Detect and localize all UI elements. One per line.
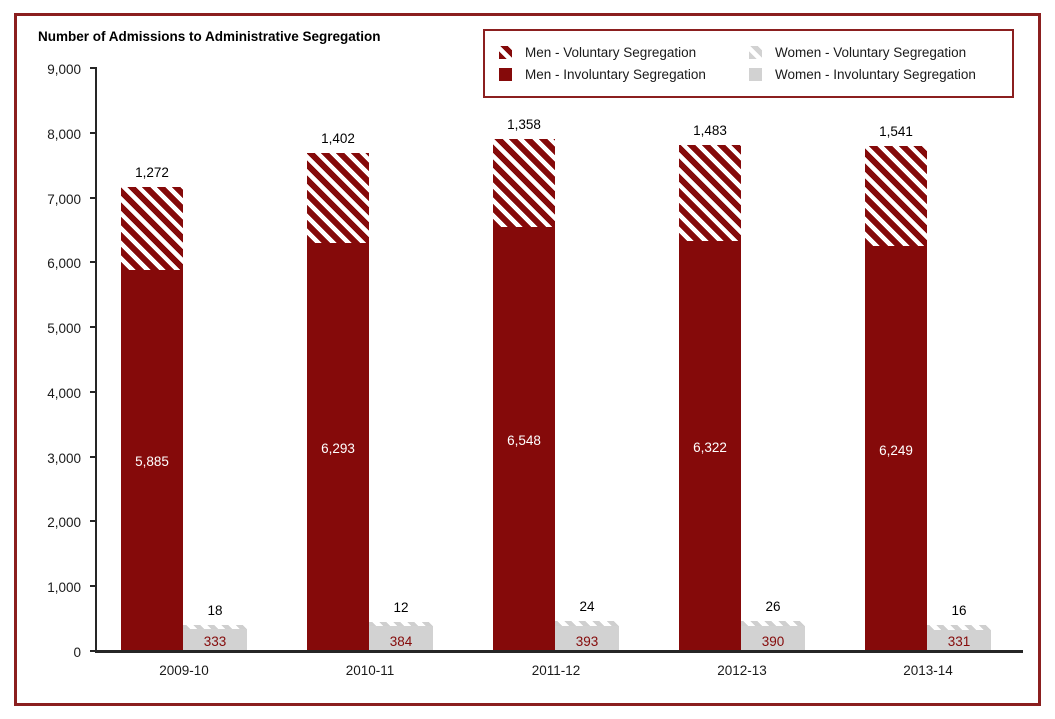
men-involuntary-value-label: 6,293 [321,441,355,457]
x-category-label: 2010-11 [345,663,395,678]
women-voluntary-value-label: 18 [207,602,223,618]
y-tick-label: 4,000 [47,385,81,401]
y-tick-label: 9,000 [47,62,81,77]
women-voluntary-value-label: 16 [951,603,967,619]
women-involuntary-value-label: 393 [575,634,599,649]
y-tick-mark [90,67,97,69]
chart-title: Number of Admissions to Administrative S… [38,29,381,44]
men-involuntary-bar [307,243,369,651]
y-tick-label: 1,000 [47,580,81,596]
men-involuntary-bar [679,241,741,651]
x-category-label: 2013-14 [903,663,953,678]
y-tick-mark [90,326,97,329]
x-category-label: 2012-13 [717,663,767,678]
y-tick-label: 6,000 [47,256,81,272]
women-voluntary-value-label: 26 [765,599,781,615]
men-voluntary-bar [865,146,927,247]
y-tick-mark [90,455,97,458]
men-involuntary-bar [865,246,927,651]
legend-label-women-voluntary: Women - Voluntary Segregation [775,45,967,60]
y-tick-label: 8,000 [47,126,81,142]
men-voluntary-swatch-icon [499,46,512,59]
men-involuntary-bar [493,226,555,651]
men-voluntary-value-label: 1,402 [321,130,355,146]
women-involuntary-value-label: 331 [947,634,971,649]
women-voluntary-swatch-icon [749,46,762,59]
women-involuntary-bar [369,626,433,651]
y-tick-mark [90,390,97,393]
women-voluntary-bar [555,621,619,626]
y-tick-mark [90,520,97,523]
men-involuntary-swatch-icon [499,68,512,81]
men-voluntary-bar [493,138,555,227]
men-involuntary-value-label: 6,249 [879,442,913,458]
x-category-label: 2009-10 [159,663,209,678]
y-tick-label: 2,000 [47,515,81,531]
women-voluntary-bar [927,625,991,630]
x-category-label: 2011-12 [531,663,581,678]
men-voluntary-bar [121,187,183,270]
men-voluntary-value-label: 1,483 [693,123,727,139]
legend-label-men-involuntary: Men - Involuntary Segregation [525,67,706,82]
y-axis: 0 1,000 2,000 3,000 4,000 5,000 6,000 7,000 8,00… [14,62,97,660]
legend: Men - Voluntary Segregation Women - Volu… [483,29,1014,98]
y-tick-label: 5,000 [47,321,81,337]
legend-item-men-involuntary: Men - Involuntary Segregation [499,67,749,82]
legend-item-women-involuntary: Women - Involuntary Segregation [749,67,1012,82]
women-voluntary-value-label: 12 [393,599,409,615]
women-voluntary-bar [741,621,805,626]
men-involuntary-bar [121,269,183,651]
women-voluntary-bar [369,621,433,627]
women-involuntary-bar [927,629,991,651]
women-involuntary-swatch-icon [749,68,762,81]
women-voluntary-bar [183,624,247,630]
y-tick-label: 3,000 [47,450,81,466]
x-axis: 2009-10 2010-11 2011-12 2012-13 2013-14 [97,663,1020,687]
men-involuntary-value-label: 6,548 [507,432,541,448]
y-tick-mark [90,131,97,134]
women-voluntary-value-label: 24 [579,599,595,615]
women-involuntary-value-label: 333 [203,634,227,649]
legend-label-women-involuntary: Women - Involuntary Segregation [775,67,976,82]
men-involuntary-value-label: 5,885 [135,454,169,470]
women-involuntary-bar [555,625,619,651]
men-voluntary-value-label: 1,358 [507,116,541,132]
y-tick-label: 7,000 [47,191,81,207]
y-tick-mark [90,261,97,264]
women-involuntary-value-label: 390 [761,634,785,649]
legend-item-women-voluntary: Women - Voluntary Segregation [749,45,1012,60]
legend-item-men-voluntary: Men - Voluntary Segregation [499,45,749,60]
legend-label-men-voluntary: Men - Voluntary Segregation [525,45,697,60]
men-voluntary-bar [307,152,369,244]
women-involuntary-value-label: 384 [389,634,413,649]
y-tick-mark [90,196,97,199]
men-involuntary-value-label: 6,322 [693,440,727,456]
x-axis-line [95,650,1023,653]
plot-area: 1,272 5,885 18 333 1,402 6,293 12 384 1,358 6,548… [97,68,1020,651]
men-voluntary-value-label: 1,541 [879,124,913,140]
y-tick-mark [90,585,97,588]
y-tick-mark [90,650,97,652]
y-axis-line [95,68,97,653]
y-tick-label: 0 [73,645,81,660]
men-voluntary-value-label: 1,272 [135,165,169,181]
women-involuntary-bar [741,625,805,651]
men-voluntary-bar [679,145,741,242]
women-involuntary-bar [183,629,247,651]
